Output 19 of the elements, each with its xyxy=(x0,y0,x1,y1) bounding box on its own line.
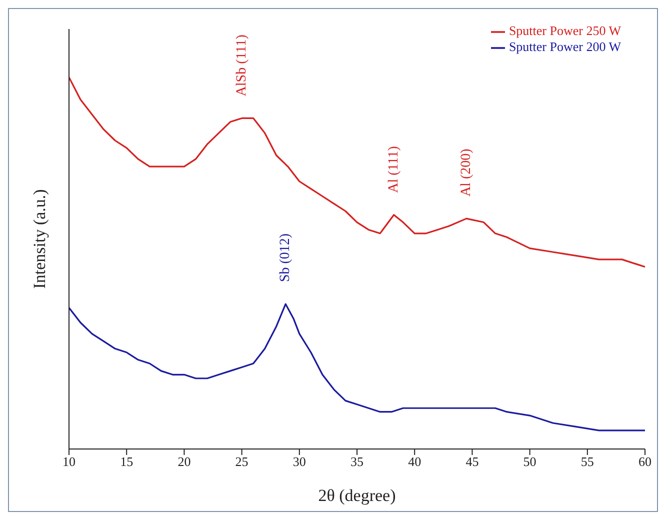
x-tick-label: 25 xyxy=(235,454,248,470)
x-tick-label: 40 xyxy=(408,454,422,470)
annotation: Sb (012) xyxy=(278,233,294,282)
x-tick-label: 30 xyxy=(292,454,306,470)
legend-label: Sputter Power 250 W xyxy=(508,23,621,38)
x-tick-label: 15 xyxy=(120,454,134,470)
x-tick-label: 35 xyxy=(350,454,364,470)
annotation: Al (200) xyxy=(458,148,474,197)
annotation: AlSb (111) xyxy=(234,34,250,96)
x-tick-label: 20 xyxy=(178,454,191,470)
legend-label: Sputter Power 200 W xyxy=(508,39,621,54)
x-tick-label: 50 xyxy=(523,454,536,470)
y-axis-title: Intensity (a.u.) xyxy=(30,189,50,289)
x-tick-label: 10 xyxy=(62,454,76,470)
x-tick-label: 55 xyxy=(580,454,594,470)
x-tick-label: 60 xyxy=(638,454,652,470)
annotation: Al (111) xyxy=(386,146,402,193)
x-tick-label: 45 xyxy=(466,454,479,470)
x-axis-title: 2θ (degree) xyxy=(318,486,396,506)
